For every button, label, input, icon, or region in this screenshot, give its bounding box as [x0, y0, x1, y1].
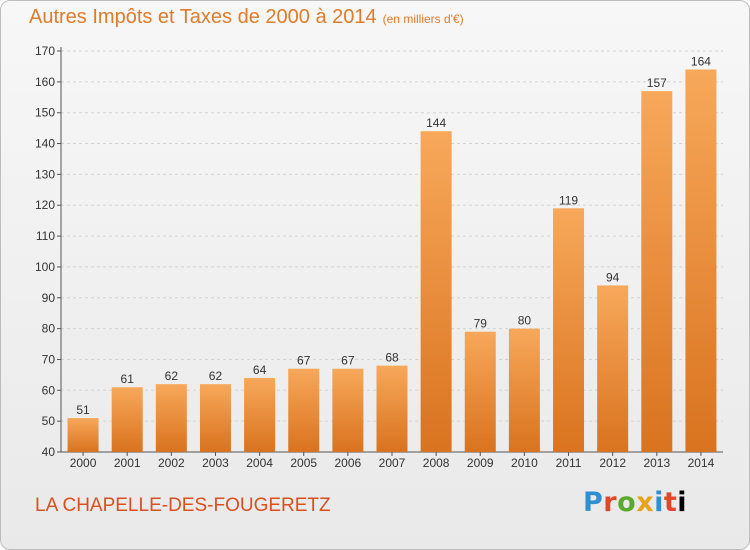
value-label-2011: 119	[559, 193, 578, 207]
y-tick-label: 80	[42, 322, 56, 336]
y-tick-label: 50	[42, 414, 56, 428]
bar-2009	[464, 331, 496, 452]
value-label-2008: 144	[426, 116, 446, 130]
logo-letter: x	[636, 487, 655, 518]
y-tick-label: 140	[35, 137, 55, 151]
bar-2006	[332, 368, 364, 452]
value-label-2002: 62	[165, 369, 179, 383]
logo-letter: i	[677, 487, 688, 518]
x-tick-label-2002: 2002	[158, 456, 185, 470]
bar-2007	[376, 365, 408, 452]
value-label-2003: 62	[209, 369, 223, 383]
logo-letter: o	[617, 487, 637, 518]
logo-letter: t	[663, 487, 678, 518]
value-label-2010: 80	[518, 314, 532, 328]
bar-2008	[420, 131, 452, 452]
bars	[67, 69, 717, 452]
bar-2014	[685, 69, 717, 452]
x-tick-label-2003: 2003	[202, 456, 229, 470]
bar-2004	[244, 377, 276, 452]
value-label-2009: 79	[474, 317, 488, 331]
x-tick-label-2012: 2012	[599, 456, 626, 470]
axes: 40 50 60 70 80 90 100 110 120 130 140 150 160 170	[35, 44, 723, 459]
x-tick-label-2007: 2007	[379, 456, 406, 470]
x-tick-label-2013: 2013	[643, 456, 670, 470]
value-label-2013: 157	[647, 76, 667, 90]
value-label-2005: 67	[297, 354, 311, 368]
x-tick-label-2011: 2011	[556, 456, 582, 470]
x-tick-label-2014: 2014	[688, 456, 715, 470]
proxiti-logo: Proxiti	[583, 487, 687, 518]
y-tick-label: 110	[36, 229, 55, 243]
bar-2012	[597, 285, 629, 452]
y-tick-label: 70	[42, 352, 56, 366]
bar-2001	[111, 387, 143, 452]
y-tick-label: 170	[35, 44, 55, 58]
value-label-2000: 51	[76, 403, 90, 417]
value-label-2014: 164	[691, 55, 711, 69]
bar-2002	[155, 384, 187, 452]
x-tick-label-2000: 2000	[70, 456, 97, 470]
value-label-2004: 64	[253, 363, 267, 377]
value-label-2012: 94	[606, 270, 620, 284]
bar-2013	[641, 91, 673, 452]
y-tick-label: 150	[35, 106, 55, 120]
x-tick-label-2006: 2006	[335, 456, 362, 470]
bar-2000	[67, 418, 99, 452]
labels: 51 2000 61 2001 62 2002 62 2003 64 2004 67 2005 67 20…	[70, 55, 715, 470]
value-label-2007: 68	[385, 351, 399, 365]
value-label-2006: 67	[341, 354, 355, 368]
chart-title: Autres Impôts et Taxes de 2000 à 2014 (en…	[29, 6, 464, 29]
y-tick-label: 60	[42, 383, 56, 397]
chart-unit: (en milliers d'€)	[382, 12, 464, 26]
bar-2010	[508, 328, 540, 452]
y-tick-label: 160	[35, 75, 55, 89]
chart-title-text: Autres Impôts et Taxes de 2000 à 2014	[29, 6, 377, 28]
x-tick-label-2001: 2001	[114, 456, 141, 470]
y-tick-label: 40	[42, 445, 56, 459]
x-tick-label-2009: 2009	[467, 456, 494, 470]
logo-letter: r	[603, 487, 618, 518]
bar-2003	[199, 384, 231, 452]
y-tick-label: 130	[35, 167, 55, 181]
x-tick-label-2004: 2004	[246, 456, 273, 470]
y-tick-label: 120	[35, 198, 55, 212]
value-label-2001: 61	[121, 372, 135, 386]
y-tick-label: 90	[42, 291, 56, 305]
location-name: LA CHAPELLE-DES-FOUGERETZ	[35, 495, 331, 516]
x-tick-label-2008: 2008	[423, 456, 450, 470]
x-tick-label-2005: 2005	[290, 456, 317, 470]
logo-letter: P	[583, 487, 604, 518]
bar-2005	[288, 368, 320, 452]
bar-2011	[553, 208, 585, 452]
y-tick-label: 100	[35, 260, 55, 274]
x-tick-label-2010: 2010	[511, 456, 538, 470]
logo-letter: i	[654, 487, 664, 518]
